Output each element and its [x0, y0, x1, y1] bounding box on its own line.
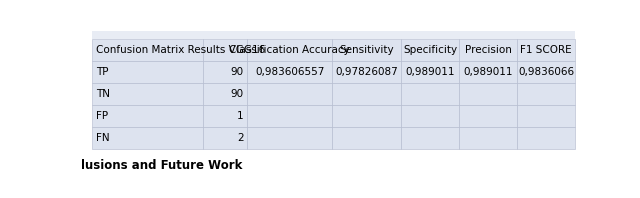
Text: 0,989011: 0,989011 [463, 67, 513, 77]
Bar [401, 127, 459, 149]
Bar [517, 127, 575, 149]
Bar [401, 105, 459, 127]
Bar [459, 61, 517, 83]
Bar [247, 105, 332, 127]
Text: Confusion Matrix Results VGG16: Confusion Matrix Results VGG16 [97, 45, 266, 55]
Text: 90: 90 [231, 67, 244, 77]
Text: TP: TP [97, 67, 109, 77]
Text: 1: 1 [237, 111, 244, 121]
Bar [401, 39, 459, 61]
Bar [459, 39, 517, 61]
Bar [459, 105, 517, 127]
Bar [92, 31, 575, 39]
Bar [203, 83, 247, 105]
Text: lusions and Future Work: lusions and Future Work [81, 159, 243, 172]
Bar [92, 105, 203, 127]
Bar [92, 83, 203, 105]
Bar [517, 61, 575, 83]
Bar [332, 105, 401, 127]
Text: 90: 90 [231, 89, 244, 99]
Text: 0,983606557: 0,983606557 [255, 67, 324, 77]
Text: Sensitivity: Sensitivity [339, 45, 394, 55]
Bar [92, 127, 203, 149]
Bar [247, 39, 332, 61]
Bar [459, 83, 517, 105]
Bar [92, 39, 203, 61]
Bar [517, 39, 575, 61]
Text: FP: FP [97, 111, 109, 121]
Bar [203, 105, 247, 127]
Bar [203, 39, 247, 61]
Bar [247, 61, 332, 83]
Bar [401, 83, 459, 105]
Text: Precision: Precision [465, 45, 511, 55]
Bar [332, 61, 401, 83]
Text: 0,97826087: 0,97826087 [335, 67, 398, 77]
Bar [332, 39, 401, 61]
Bar [203, 61, 247, 83]
Text: FN: FN [97, 133, 110, 143]
Text: 0,9836066: 0,9836066 [518, 67, 574, 77]
Text: Specificity: Specificity [403, 45, 458, 55]
Text: 2: 2 [237, 133, 244, 143]
Bar [332, 127, 401, 149]
Bar [203, 127, 247, 149]
Bar [517, 83, 575, 105]
Text: TN: TN [97, 89, 110, 99]
Text: Classification Accuracy: Classification Accuracy [229, 45, 350, 55]
Text: F1 SCORE: F1 SCORE [520, 45, 572, 55]
Bar [92, 61, 203, 83]
Bar [247, 83, 332, 105]
Bar [401, 61, 459, 83]
Bar [247, 127, 332, 149]
Bar [517, 105, 575, 127]
Text: 0,989011: 0,989011 [406, 67, 455, 77]
Bar [332, 83, 401, 105]
Bar [459, 127, 517, 149]
